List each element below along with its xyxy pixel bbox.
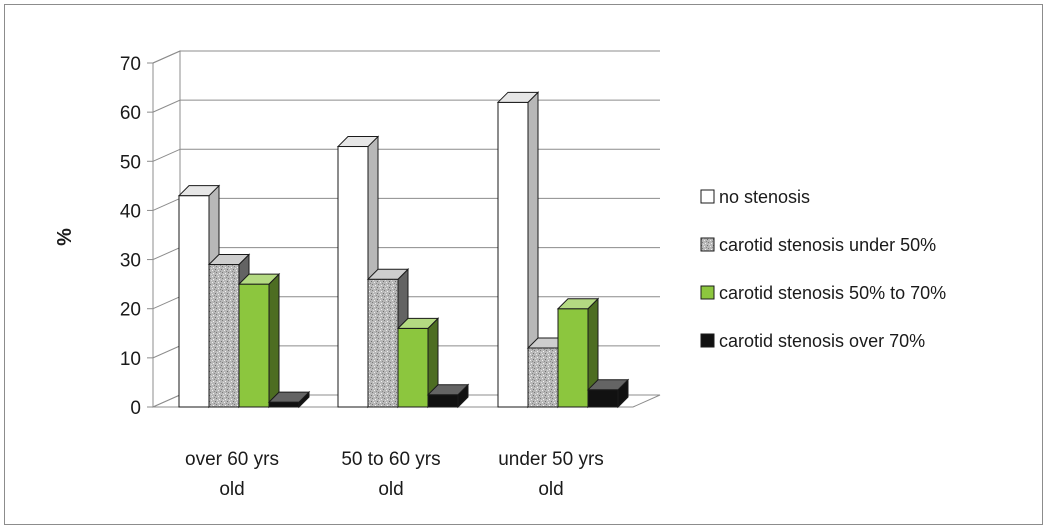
gridline-side (152, 296, 181, 310)
y-tick-label: 40 (120, 201, 141, 222)
bar-front (367, 278, 399, 408)
bar-side (268, 272, 280, 409)
bar-top (237, 273, 281, 285)
bar-front (427, 394, 459, 408)
gridline-side (152, 148, 181, 162)
bar-front (178, 195, 210, 408)
y-axis-title: % (54, 228, 76, 246)
y-tick-label: 60 (120, 103, 141, 124)
chart-frame: 0 10 20 30 40 50 60 70 over 60 yrs old 50 to 60 y… (4, 4, 1043, 525)
legend-swatch (700, 333, 715, 348)
bar-front (557, 308, 589, 408)
bar-front (527, 347, 559, 408)
bar-front (268, 401, 300, 408)
bar-top (556, 298, 600, 310)
legend-item-4: carotid stenosis over 70% (700, 331, 925, 351)
legend-item-1: no stenosis (700, 187, 810, 207)
bars (177, 91, 630, 409)
x-axis-labels: over 60 yrs old 50 to 60 yrs old under 50 yr… (185, 449, 604, 500)
gridline-side (152, 247, 181, 261)
x-tick-label: under 50 yrs old (498, 449, 604, 500)
y-tick-label: 10 (120, 349, 141, 370)
bar-2-4 (426, 383, 470, 409)
y-tick-label: 70 (120, 54, 141, 75)
legend: no stenosis carotid stenosis under 50% car… (700, 187, 946, 351)
bar-3-4 (586, 378, 630, 409)
bar-top (396, 317, 440, 329)
legend-swatch (700, 237, 715, 252)
legend-label: carotid stenosis 50% to 70% (719, 283, 946, 303)
bar-2-3 (396, 317, 440, 409)
gridline-side (152, 50, 181, 64)
bar-top (366, 268, 410, 280)
bar-top (177, 185, 221, 197)
x-tick-label: 50 to 60 yrs old (341, 449, 440, 500)
bar-front (208, 263, 240, 408)
legend-label: carotid stenosis under 50% (719, 235, 936, 255)
gridline-side (152, 345, 181, 359)
bar-front (587, 389, 619, 408)
bar-1-3 (237, 272, 281, 409)
legend-item-3: carotid stenosis 50% to 70% (700, 283, 946, 303)
legend-label: carotid stenosis over 70% (719, 331, 925, 351)
legend-item-2: carotid stenosis under 50% (700, 235, 936, 255)
gridline-side (152, 99, 181, 113)
bar-top (207, 253, 251, 265)
bar-front (497, 101, 529, 408)
chart: 0 10 20 30 40 50 60 70 over 60 yrs old 50 to 60 y… (54, 50, 946, 500)
y-axis-ticks: 0 10 20 30 40 50 60 70 (120, 54, 153, 419)
bar-1-1 (177, 184, 221, 409)
bar-top (586, 379, 630, 391)
bar-top (496, 91, 540, 103)
bar-top (336, 136, 380, 148)
y-tick-label: 20 (120, 300, 141, 321)
x-tick-label: over 60 yrs old (185, 449, 279, 500)
legend-swatch (700, 189, 715, 204)
gridline-side (152, 197, 181, 211)
bar-front (397, 327, 429, 408)
legend-swatch (700, 285, 715, 300)
bar-3-1 (496, 91, 540, 409)
bar-front (337, 146, 369, 408)
y-tick-label: 0 (130, 398, 141, 419)
bar-1-2 (207, 253, 251, 409)
bar-front (238, 283, 270, 408)
bar-3-3 (556, 297, 600, 409)
side-wall (152, 50, 181, 408)
y-tick-label: 50 (120, 152, 141, 173)
legend-label: no stenosis (719, 187, 810, 207)
bar-top (426, 384, 470, 396)
bar-top (267, 391, 311, 403)
y-tick-label: 30 (120, 251, 141, 272)
bar-1-4 (267, 390, 311, 409)
